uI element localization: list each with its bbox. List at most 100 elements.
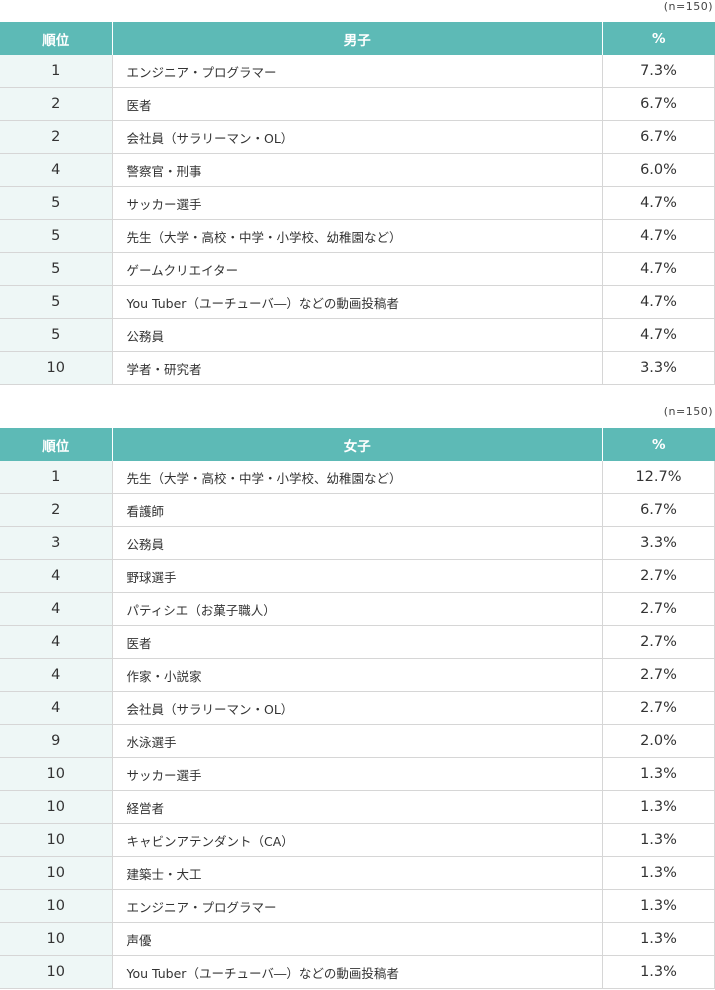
table-row: 4 パティシエ（お菓子職人） 2.7% <box>0 592 715 626</box>
table-row: 4 野球選手 2.7% <box>0 559 715 593</box>
rank-cell: 2 <box>0 87 113 121</box>
table-row: 10 You Tuber（ユーチューバ―）などの動画投稿者 1.3% <box>0 955 715 989</box>
rank-cell: 2 <box>0 120 113 154</box>
job-cell: 経営者 <box>112 790 603 824</box>
percent-cell: 6.7% <box>602 87 715 121</box>
sample-size-note-female: (n=150) <box>663 405 713 418</box>
job-column-header: 男子 <box>112 22 603 55</box>
rank-cell: 9 <box>0 724 113 758</box>
percent-cell: 1.3% <box>602 823 715 857</box>
table-row: 9 水泳選手 2.0% <box>0 724 715 758</box>
percent-column-header: % <box>602 428 715 461</box>
percent-cell: 2.0% <box>602 724 715 758</box>
rank-cell: 5 <box>0 318 113 352</box>
table-row: 10 サッカー選手 1.3% <box>0 757 715 791</box>
job-cell: キャビンアテンダント（CA） <box>112 823 603 857</box>
percent-cell: 2.7% <box>602 559 715 593</box>
percent-cell: 1.3% <box>602 922 715 956</box>
job-cell: 会社員（サラリーマン・OL） <box>112 120 603 154</box>
percent-cell: 1.3% <box>602 790 715 824</box>
job-column-header: 女子 <box>112 428 603 461</box>
job-cell: 警察官・刑事 <box>112 153 603 187</box>
rank-cell: 1 <box>0 461 113 494</box>
job-cell: 建築士・大工 <box>112 856 603 890</box>
female-table-body: 1 先生（大学・高校・中学・小学校、幼稚園など） 12.7% 2 看護師 6.7% 3 公務員… <box>0 461 715 989</box>
percent-cell: 3.3% <box>602 526 715 560</box>
percent-cell: 2.7% <box>602 625 715 659</box>
rank-cell: 3 <box>0 526 113 560</box>
table-row: 10 エンジニア・プログラマー 1.3% <box>0 889 715 923</box>
rank-cell: 4 <box>0 625 113 659</box>
rank-cell: 10 <box>0 955 113 989</box>
rank-cell: 10 <box>0 790 113 824</box>
job-cell: 水泳選手 <box>112 724 603 758</box>
job-cell: 医者 <box>112 87 603 121</box>
rank-cell: 10 <box>0 823 113 857</box>
rank-column-header: 順位 <box>0 428 113 461</box>
table-row: 5 先生（大学・高校・中学・小学校、幼稚園など） 4.7% <box>0 219 715 253</box>
percent-cell: 2.7% <box>602 691 715 725</box>
job-cell: 作家・小説家 <box>112 658 603 692</box>
table-row: 10 経営者 1.3% <box>0 790 715 824</box>
rank-cell: 10 <box>0 351 113 385</box>
job-cell: 公務員 <box>112 526 603 560</box>
table-header-row: 順位 男子 % <box>0 22 715 55</box>
table-row: 2 医者 6.7% <box>0 87 715 121</box>
percent-cell: 3.3% <box>602 351 715 385</box>
job-cell: 学者・研究者 <box>112 351 603 385</box>
table-row: 1 エンジニア・プログラマー 7.3% <box>0 55 715 88</box>
job-cell: 声優 <box>112 922 603 956</box>
table-row: 10 キャビンアテンダント（CA） 1.3% <box>0 823 715 857</box>
percent-cell: 1.3% <box>602 856 715 890</box>
rank-cell: 5 <box>0 186 113 220</box>
percent-cell: 6.7% <box>602 120 715 154</box>
job-cell: 医者 <box>112 625 603 659</box>
percent-cell: 1.3% <box>602 889 715 923</box>
job-cell: 公務員 <box>112 318 603 352</box>
job-cell: You Tuber（ユーチューバ―）などの動画投稿者 <box>112 955 603 989</box>
rank-cell: 5 <box>0 219 113 253</box>
percent-cell: 1.3% <box>602 955 715 989</box>
job-cell: 野球選手 <box>112 559 603 593</box>
rank-cell: 2 <box>0 493 113 527</box>
job-cell: サッカー選手 <box>112 186 603 220</box>
table-header-row: 順位 女子 % <box>0 428 715 461</box>
table-row: 10 建築士・大工 1.3% <box>0 856 715 890</box>
percent-cell: 6.0% <box>602 153 715 187</box>
table-row: 2 看護師 6.7% <box>0 493 715 527</box>
rank-cell: 4 <box>0 153 113 187</box>
table-row: 5 ゲームクリエイター 4.7% <box>0 252 715 286</box>
percent-cell: 2.7% <box>602 658 715 692</box>
rank-cell: 1 <box>0 55 113 88</box>
percent-cell: 7.3% <box>602 55 715 88</box>
male-table-body: 1 エンジニア・プログラマー 7.3% 2 医者 6.7% 2 会社員（サラリーマン・OL） 6… <box>0 55 715 385</box>
percent-cell: 12.7% <box>602 461 715 494</box>
rank-column-header: 順位 <box>0 22 113 55</box>
table-row: 5 You Tuber（ユーチューバ―）などの動画投稿者 4.7% <box>0 285 715 319</box>
rank-cell: 10 <box>0 889 113 923</box>
percent-cell: 4.7% <box>602 219 715 253</box>
job-cell: 先生（大学・高校・中学・小学校、幼稚園など） <box>112 461 603 494</box>
percent-cell: 2.7% <box>602 592 715 626</box>
job-cell: パティシエ（お菓子職人） <box>112 592 603 626</box>
rank-cell: 10 <box>0 856 113 890</box>
rank-cell: 4 <box>0 559 113 593</box>
percent-cell: 4.7% <box>602 285 715 319</box>
table-row: 10 学者・研究者 3.3% <box>0 351 715 385</box>
rank-cell: 4 <box>0 658 113 692</box>
table-row: 4 警察官・刑事 6.0% <box>0 153 715 187</box>
rank-cell: 5 <box>0 285 113 319</box>
job-cell: ゲームクリエイター <box>112 252 603 286</box>
percent-column-header: % <box>602 22 715 55</box>
rank-cell: 4 <box>0 691 113 725</box>
job-cell: 先生（大学・高校・中学・小学校、幼稚園など） <box>112 219 603 253</box>
rank-cell: 10 <box>0 922 113 956</box>
female-ranking-table: 順位 女子 % 1 先生（大学・高校・中学・小学校、幼稚園など） 12.7% 2 看護師… <box>0 428 715 989</box>
table-row: 2 会社員（サラリーマン・OL） 6.7% <box>0 120 715 154</box>
job-cell: You Tuber（ユーチューバ―）などの動画投稿者 <box>112 285 603 319</box>
table-row: 1 先生（大学・高校・中学・小学校、幼稚園など） 12.7% <box>0 461 715 494</box>
job-cell: 看護師 <box>112 493 603 527</box>
rank-cell: 4 <box>0 592 113 626</box>
job-cell: サッカー選手 <box>112 757 603 791</box>
table-row: 5 サッカー選手 4.7% <box>0 186 715 220</box>
